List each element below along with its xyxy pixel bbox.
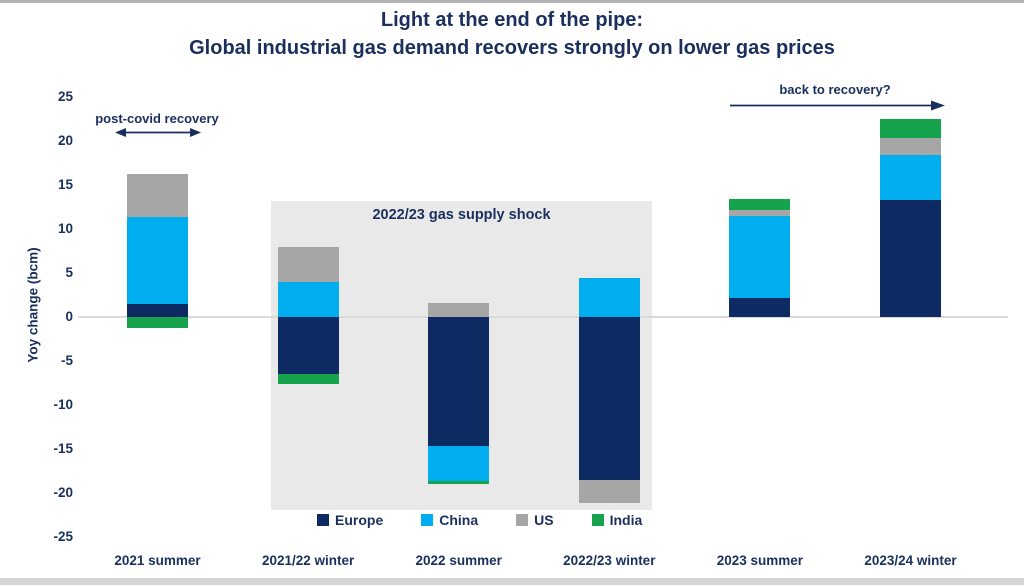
bar-segment-europe: [729, 297, 791, 317]
bar-segment-europe: [880, 199, 941, 317]
bar-segment-india: [428, 480, 490, 485]
chart-title: Light at the end of the pipe: Global ind…: [0, 6, 1024, 62]
bar-segment-us: [428, 302, 490, 317]
legend-label: US: [534, 512, 554, 528]
bottom-border-strip: [0, 578, 1024, 585]
bar-segment-india: [277, 374, 339, 384]
bar-segment-europe: [277, 317, 339, 375]
zero-gridline: [78, 316, 1008, 318]
bar-segment-china: [277, 281, 339, 317]
legend-item-us: US: [516, 512, 554, 528]
bar-segment-us: [578, 479, 640, 503]
bar-segment-india: [127, 317, 188, 329]
y-axis-tick-label: 20: [57, 133, 73, 148]
x-category-label: 2023/24 winter: [864, 553, 957, 568]
y-axis-tick-label: -25: [53, 529, 73, 544]
legend-item-china: China: [421, 512, 478, 528]
y-axis-tick-label: 10: [57, 221, 73, 236]
legend-label: Europe: [335, 512, 384, 528]
legend-swatch-icon: [317, 514, 329, 526]
annotation-back-to-recovery: back to recovery?: [779, 82, 891, 97]
x-category-label: 2022 summer: [415, 553, 502, 568]
bar-segment-china: [428, 446, 490, 481]
bar-segment-us: [880, 138, 941, 156]
top-border-strip: [0, 0, 1024, 3]
x-category-label: 2021/22 winter: [261, 553, 355, 568]
bar-segment-europe: [578, 317, 640, 480]
y-axis-title: Yoy change (bcm): [25, 247, 41, 363]
double-arrow-icon: [115, 128, 201, 137]
bar-segment-china: [578, 278, 640, 317]
bar-segment-europe: [428, 317, 490, 447]
bar-segment-china: [880, 155, 941, 200]
x-category-label: 2022/23 winter: [563, 553, 656, 568]
legend-label: China: [439, 512, 479, 528]
chart-title-line2: Global industrial gas demand recovers st…: [189, 37, 835, 59]
legend-swatch-icon: [591, 514, 604, 526]
legend-swatch-icon: [516, 514, 529, 526]
x-category-label: 2021 summer: [114, 553, 201, 568]
bar-segment-india: [729, 199, 791, 210]
y-axis-tick-label: 15: [57, 177, 73, 192]
bar-segment-us: [729, 209, 791, 216]
bar-segment-europe: [127, 303, 188, 317]
y-axis-tick-label: -20: [53, 485, 73, 500]
legend-label: India: [609, 512, 643, 528]
y-axis-tick-label: 5: [65, 265, 73, 280]
legend: Europe China US India: [317, 512, 642, 528]
supply-shock-label: 2022/23 gas supply shock: [372, 207, 551, 223]
x-category-label: 2023 summer: [716, 553, 804, 568]
annotation-post-covid-recovery: post-covid recovery: [95, 111, 219, 126]
bar-segment-india: [880, 119, 941, 139]
right-arrow-icon: [730, 100, 945, 111]
bar-segment-us: [127, 173, 188, 217]
y-axis-tick-label: -15: [53, 441, 73, 456]
chart-title-line1: Light at the end of the pipe:: [380, 9, 644, 31]
y-axis-tick-label: -10: [53, 397, 73, 412]
bar-segment-us: [277, 246, 339, 282]
y-axis-tick-label: 25: [57, 89, 73, 104]
legend-swatch-icon: [421, 514, 434, 526]
legend-item-europe: Europe: [317, 512, 383, 528]
y-axis-tick-label: 0: [65, 309, 73, 324]
legend-item-india: India: [591, 512, 643, 528]
bar-segment-china: [127, 216, 188, 304]
y-axis-tick-label: -5: [60, 353, 73, 368]
bar-segment-china: [729, 215, 791, 298]
